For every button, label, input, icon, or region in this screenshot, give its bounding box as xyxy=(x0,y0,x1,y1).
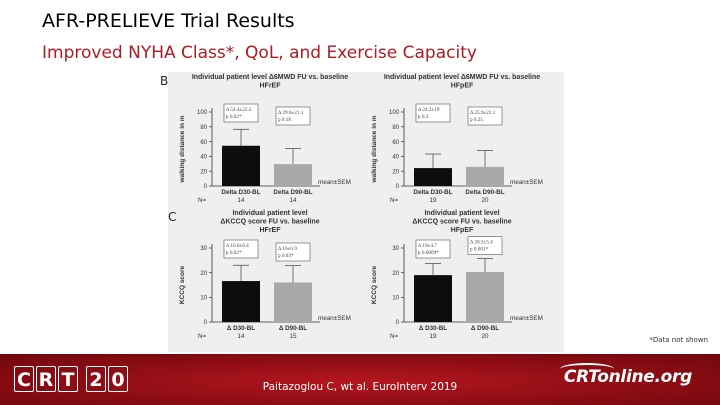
logo-swoosh-icon xyxy=(559,363,614,375)
annotation-box xyxy=(275,106,311,126)
n-value: 15 xyxy=(289,333,297,340)
y-tick-label: 0 xyxy=(204,184,208,190)
annotation-box xyxy=(223,239,259,259)
annotation-text: Δ 29.6±21.1 p 0.18 xyxy=(278,110,304,123)
annotation-text: Δ 20.3±5.4 p 0.001* xyxy=(470,240,493,253)
chart-svg: Individual patient level ΔKCCQ score FU v… xyxy=(179,210,351,340)
stat-label: mean±SEM xyxy=(318,179,351,186)
panel-c-label: C xyxy=(168,210,177,224)
bar xyxy=(466,271,504,322)
y-tick-label: 20 xyxy=(392,271,399,277)
y-axis-label: KCCQ score xyxy=(371,265,378,304)
y-tick-label: 0 xyxy=(204,320,208,326)
chart-title: Individual patient level ΔKCCQ score FU v… xyxy=(412,210,511,234)
n-value: 14 xyxy=(237,197,245,204)
x-category-label: Delta D90-BL xyxy=(465,189,504,196)
chart-title: Individual patient level Δ6MWD FU vs. ba… xyxy=(384,74,540,90)
y-axis-label: walking distance in m xyxy=(371,115,378,183)
annotation-text: Δ 19±4.7 p 0.0009* xyxy=(418,243,439,256)
annotation-box xyxy=(275,242,311,262)
bar xyxy=(274,164,312,186)
logo-letter: 0 xyxy=(108,366,128,392)
chart-kccq-hfref: Individual patient level ΔKCCQ score FU v… xyxy=(170,208,360,348)
chart-6mwd-hfpef: Individual patient level Δ6MWD FU vs. ba… xyxy=(362,72,552,212)
chart-kccq-hfpef: Individual patient level ΔKCCQ score FU v… xyxy=(362,208,552,348)
bar xyxy=(414,275,452,322)
chart-6mwd-hfref: Individual patient level Δ6MWD FU vs. ba… xyxy=(170,72,360,212)
x-category-label: Delta D30-BL xyxy=(413,189,452,196)
y-tick-label: 0 xyxy=(396,320,400,326)
n-value: 20 xyxy=(481,197,489,204)
y-tick-label: 0 xyxy=(396,184,400,190)
y-tick-label: 80 xyxy=(200,125,207,131)
y-tick-label: 60 xyxy=(200,140,207,146)
n-value: 20 xyxy=(481,333,489,340)
annotation-text: Δ 16±6.9 p 0.03* xyxy=(278,246,297,259)
x-category-label: Δ D30-BL xyxy=(419,325,447,332)
x-category-label: Δ D90-BL xyxy=(279,325,307,332)
x-category-label: Δ D90-BL xyxy=(471,325,499,332)
chart-title: Individual patient level Δ6MWD FU vs. ba… xyxy=(192,74,348,90)
chart-svg: Individual patient level Δ6MWD FU vs. ba… xyxy=(179,74,351,204)
logo-letter: T xyxy=(58,366,78,392)
y-tick-label: 40 xyxy=(392,155,399,161)
n-value: 19 xyxy=(429,197,437,204)
annotation-box xyxy=(223,103,259,123)
y-tick-label: 100 xyxy=(197,110,208,116)
stat-label: mean±SEM xyxy=(510,179,543,186)
y-tick-label: 10 xyxy=(392,296,399,302)
n-label: N= xyxy=(198,333,207,340)
slide-title: AFR-PRELIEVE Trial Results xyxy=(42,10,295,32)
y-axis-label: KCCQ score xyxy=(179,265,186,304)
x-category-label: Δ D30-BL xyxy=(227,325,255,332)
y-tick-label: 30 xyxy=(200,246,207,252)
bar xyxy=(222,281,260,322)
annotation-text: Δ 54.4±22.2 p 0.02* xyxy=(226,107,252,120)
slide-subtitle: Improved NYHA Class*, QoL, and Exercise … xyxy=(42,43,477,63)
stat-label: mean±SEM xyxy=(318,315,351,322)
stat-label: mean±SEM xyxy=(510,315,543,322)
n-label: N= xyxy=(390,197,399,204)
logo-letter: C xyxy=(14,366,34,392)
y-tick-label: 30 xyxy=(392,246,399,252)
x-category-label: Delta D30-BL xyxy=(221,189,260,196)
y-tick-label: 20 xyxy=(200,169,207,175)
citation: Paitazoglou C, wt al. EuroInterv 2019 xyxy=(262,381,458,393)
annotation-text: Δ 24.2±19 p 0.2 xyxy=(418,107,440,120)
y-tick-label: 20 xyxy=(200,271,207,277)
n-value: 14 xyxy=(289,197,297,204)
y-tick-label: 10 xyxy=(200,296,207,302)
y-tick-label: 20 xyxy=(392,169,399,175)
chart-svg: Individual patient level Δ6MWD FU vs. ba… xyxy=(371,74,543,204)
n-label: N= xyxy=(198,197,207,204)
footnote: *Data not shown xyxy=(649,336,708,344)
crt20-logo[interactable]: C R T 2 0 xyxy=(14,365,130,393)
y-tick-label: 80 xyxy=(392,125,399,131)
n-value: 19 xyxy=(429,333,437,340)
annotation-text: Δ 16.6±6.4 p 0.02* xyxy=(226,243,249,256)
chart-svg: Individual patient level ΔKCCQ score FU v… xyxy=(371,210,543,340)
annotation-box xyxy=(415,103,451,123)
crtonline-logo[interactable]: CRTonline.org xyxy=(559,363,692,387)
panel-b-label: B xyxy=(160,74,169,88)
bar xyxy=(466,166,504,186)
chart-title: Individual patient level ΔKCCQ score FU v… xyxy=(220,210,319,234)
y-axis-label: walking distance in m xyxy=(179,115,186,183)
x-category-label: Delta D90-BL xyxy=(273,189,312,196)
annotation-box xyxy=(467,106,503,126)
bar xyxy=(414,168,452,186)
bar xyxy=(222,145,260,186)
bar xyxy=(274,282,312,322)
logo-letter: R xyxy=(36,366,56,392)
footer-bar: C R T 2 0 Paitazoglou C, wt al. EuroInte… xyxy=(0,354,720,405)
n-label: N= xyxy=(390,333,399,340)
annotation-text: Δ 25.9±22.1 p 0.25 xyxy=(470,110,496,123)
y-tick-label: 60 xyxy=(392,140,399,146)
y-tick-label: 100 xyxy=(389,110,400,116)
annotation-box xyxy=(415,239,451,259)
logo-letter: 2 xyxy=(86,366,106,392)
y-tick-label: 40 xyxy=(200,155,207,161)
n-value: 14 xyxy=(237,333,245,340)
annotation-box xyxy=(467,236,503,255)
